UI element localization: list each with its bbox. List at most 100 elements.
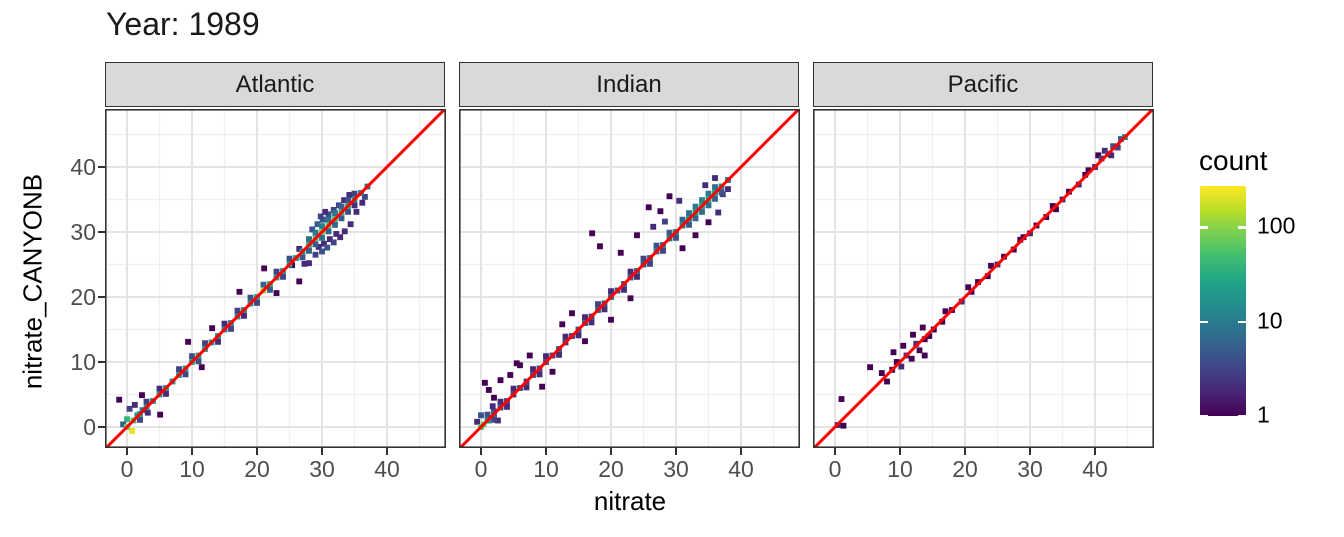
bin2d-cell xyxy=(657,208,664,215)
bin2d-cell xyxy=(1114,144,1121,151)
bin2d-cell xyxy=(228,325,234,332)
bin2d-cell xyxy=(139,392,145,399)
bin2d-cell xyxy=(595,301,601,308)
x-axis-title: nitrate xyxy=(593,486,667,516)
bin2d-cell xyxy=(926,333,933,339)
bin2d-cell xyxy=(215,338,221,345)
bin2d-cell xyxy=(346,192,353,198)
bin2d-cell xyxy=(910,331,916,338)
facet-plot-indian xyxy=(459,109,800,448)
bin2d-cell xyxy=(361,193,368,200)
y-axis-tick xyxy=(98,231,105,233)
x-axis-tick-label: 20 xyxy=(952,456,978,482)
bin2d-cell xyxy=(484,411,491,418)
bin2d-cell xyxy=(491,416,497,423)
colorbar-tick-label: 100 xyxy=(1257,212,1296,239)
bin2d-cell xyxy=(497,398,504,405)
bin2d-cell xyxy=(325,216,332,223)
bin2d-cell xyxy=(890,349,897,356)
bin2d-cell xyxy=(900,342,907,349)
x-axis-tick xyxy=(675,448,677,455)
bin2d-cells xyxy=(474,175,731,430)
bin2d-cell xyxy=(296,278,303,285)
y-axis-tick-label: 30 xyxy=(70,219,96,245)
x-axis-tick xyxy=(899,448,901,455)
bin2d-cell xyxy=(510,385,517,392)
bin2d-cell xyxy=(198,364,205,371)
bin2d-cell xyxy=(627,268,634,275)
colorbar-tick-label: 1 xyxy=(1257,401,1270,428)
bin2d-cell xyxy=(157,411,164,418)
x-axis-tick xyxy=(191,448,193,455)
plot-title: Year: 1989 xyxy=(106,6,260,42)
bin2d-cell xyxy=(124,416,130,423)
bin2d-cell xyxy=(333,231,340,237)
identity-line xyxy=(459,109,800,448)
bin2d-cell xyxy=(569,310,575,317)
bin2d-cell xyxy=(556,351,562,358)
bin2d-cell xyxy=(312,229,319,236)
bin2d-cell xyxy=(699,197,705,204)
bin2d-cell xyxy=(673,234,679,241)
x-axis-tick xyxy=(1029,448,1031,455)
bin2d-cell xyxy=(582,314,588,321)
bin2d-cell xyxy=(182,371,189,378)
bin2d-cell xyxy=(634,232,640,239)
bin2d-cell xyxy=(491,394,497,401)
bin2d-cell xyxy=(322,208,329,215)
colorbar-legend: count 100 10 1 xyxy=(1199,145,1344,435)
x-axis-tick-label: 10 xyxy=(887,456,913,482)
bin2d-cell xyxy=(666,229,673,236)
facet-plot-atlantic xyxy=(105,109,446,448)
x-axis-tick-label: 30 xyxy=(1017,456,1043,482)
bin2d-cell xyxy=(345,197,351,204)
bin2d-cell xyxy=(338,215,345,222)
bin2d-cell xyxy=(539,383,546,390)
bin2d-cell xyxy=(326,236,333,243)
x-axis-tick-label: 0 xyxy=(474,456,488,482)
x-axis-tick-label: 30 xyxy=(309,456,335,482)
x-axis-tick xyxy=(1094,448,1096,455)
panel-border xyxy=(459,109,800,448)
bin2d-cell xyxy=(359,199,366,206)
bin2d-cell xyxy=(549,368,556,375)
y-axis-tick-label: 0 xyxy=(83,414,96,440)
bin2d-cell xyxy=(589,230,596,237)
bin2d-cell xyxy=(306,236,312,243)
bin2d-cell xyxy=(679,245,686,252)
bin2d-cell xyxy=(562,333,569,340)
bin2d-cell xyxy=(299,254,306,261)
bin2d-cell xyxy=(202,340,208,347)
bin2d-cell xyxy=(878,370,885,376)
x-axis-tick-label: 20 xyxy=(244,456,270,482)
bin2d-cell xyxy=(314,221,321,228)
bin2d-cell xyxy=(692,203,699,210)
bin2d-cell xyxy=(1053,206,1059,213)
bin2d-cell xyxy=(176,366,182,373)
bin2d-cell xyxy=(131,401,138,408)
bin2d-cell xyxy=(653,242,660,249)
legend-title: count xyxy=(1199,145,1268,176)
bin2d-cell xyxy=(575,332,582,339)
x-axis-tick-label: 30 xyxy=(663,456,689,482)
gridlines xyxy=(459,109,800,448)
x-axis-tick-label: 40 xyxy=(374,456,400,482)
bin2d-cell xyxy=(686,221,692,228)
colorbar-gradient xyxy=(1200,186,1246,416)
bin2d-cell xyxy=(712,195,718,202)
bin2d-cell xyxy=(267,286,273,293)
bin2d-cell xyxy=(942,308,949,315)
bin2d-cell xyxy=(513,360,520,367)
bin2d-cell xyxy=(315,244,322,250)
colorbar-tick-mark xyxy=(1238,414,1246,418)
bin2d-cell xyxy=(319,248,325,255)
facet-strip-pacific: Pacific xyxy=(813,62,1153,107)
bin2d-cell xyxy=(126,405,133,412)
x-axis-tick-label: 40 xyxy=(728,456,754,482)
bin2d-cell xyxy=(921,352,928,359)
bin2d-cell xyxy=(523,384,530,391)
bin2d-cell xyxy=(988,262,994,269)
x-axis-tick-label: 0 xyxy=(828,456,842,482)
bin2d-cell xyxy=(965,284,972,291)
bin2d-cell xyxy=(185,338,192,345)
